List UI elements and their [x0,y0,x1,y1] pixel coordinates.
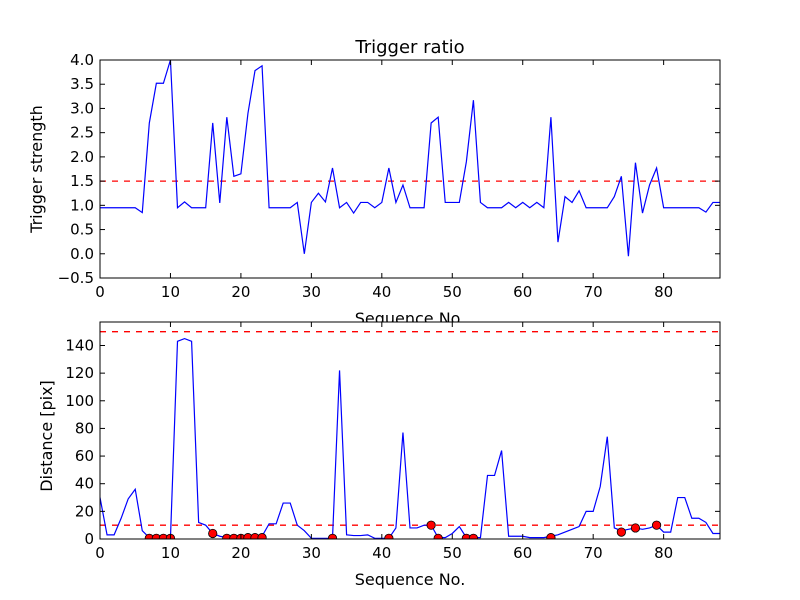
distance-chart: Distance [pix] Sequence No. 0 10 20 30 40 50 6… [37,321,721,589]
y-tick-label: 2.0 [70,148,94,166]
x-tick-label: 30 [302,283,321,301]
plot-background [100,60,720,278]
y-tick-label: 1.0 [70,196,94,214]
y-tick-label: −0.5 [58,269,94,287]
y-tick-label: 120 [65,364,94,382]
plot-frame [99,321,721,540]
x-tick-label: 10 [161,283,180,301]
data-point [651,520,662,530]
data-point [426,520,436,530]
series-line [100,60,720,257]
y-tick-label: 40 [75,475,94,493]
x-tick-label: 20 [231,283,250,301]
x-axis-label: Sequence No. [355,570,466,589]
data-point [433,533,443,539]
y-tick-label: 0 [84,530,94,548]
data-point [616,527,626,537]
x-tick-label: 50 [443,283,462,301]
x-tick-label: 20 [231,544,250,562]
y-tick-label: 2.5 [70,124,94,142]
plot-area: 0 10 20 30 40 50 60 70 80 0 20 40 60 80 100 120 140 [65,321,721,562]
y-tick-label: 3.5 [70,75,94,93]
x-tick-label: 30 [302,544,321,562]
y-axis-label: Trigger strength [27,105,46,234]
x-tick-label: 70 [584,544,603,562]
x-tick-label: 60 [513,283,532,301]
data-layer [100,60,720,257]
trigger-ratio-chart: Trigger ratio Trigger strength Sequence … [27,37,721,328]
data-layer [100,331,720,539]
y-tick-label: 4.0 [70,51,94,69]
data-point [327,533,338,539]
data-point [384,533,394,539]
chart-title: Trigger ratio [354,37,464,58]
y-tick-label: 100 [65,392,94,410]
y-tick-label: 80 [75,419,94,437]
series-line [100,337,720,539]
y-tick-label: 20 [75,502,94,520]
data-point [546,533,556,539]
plot-area: 0 10 20 30 40 50 60 70 80 −0.5 0.0 0.5 1.0 1.5 2.0 2.5 3… [58,51,721,301]
x-tick-label: 10 [161,544,180,562]
plot-background [100,322,720,539]
x-tick-label: 40 [372,544,391,562]
x-tick-label: 40 [372,283,391,301]
data-point [208,528,218,539]
x-tick-label: 80 [654,544,673,562]
plot-frame [99,59,721,279]
y-tick-label: 60 [75,447,94,465]
y-tick-label: 140 [65,336,94,354]
data-point [468,533,479,539]
y-tick-label: 1.5 [70,172,94,190]
x-tick-label: 70 [584,283,603,301]
data-point [257,533,267,539]
y-tick-label: 0.0 [70,245,94,263]
y-axis-label: Distance [pix] [37,380,56,492]
data-point [630,523,641,533]
x-tick-label: 0 [95,283,105,301]
y-tick-label: 0.5 [70,221,94,239]
x-tick-label: 0 [95,544,105,562]
x-tick-label: 50 [443,544,462,562]
y-tick-label: 3.0 [70,99,94,117]
x-tick-label: 80 [654,283,673,301]
x-tick-label: 60 [513,544,532,562]
